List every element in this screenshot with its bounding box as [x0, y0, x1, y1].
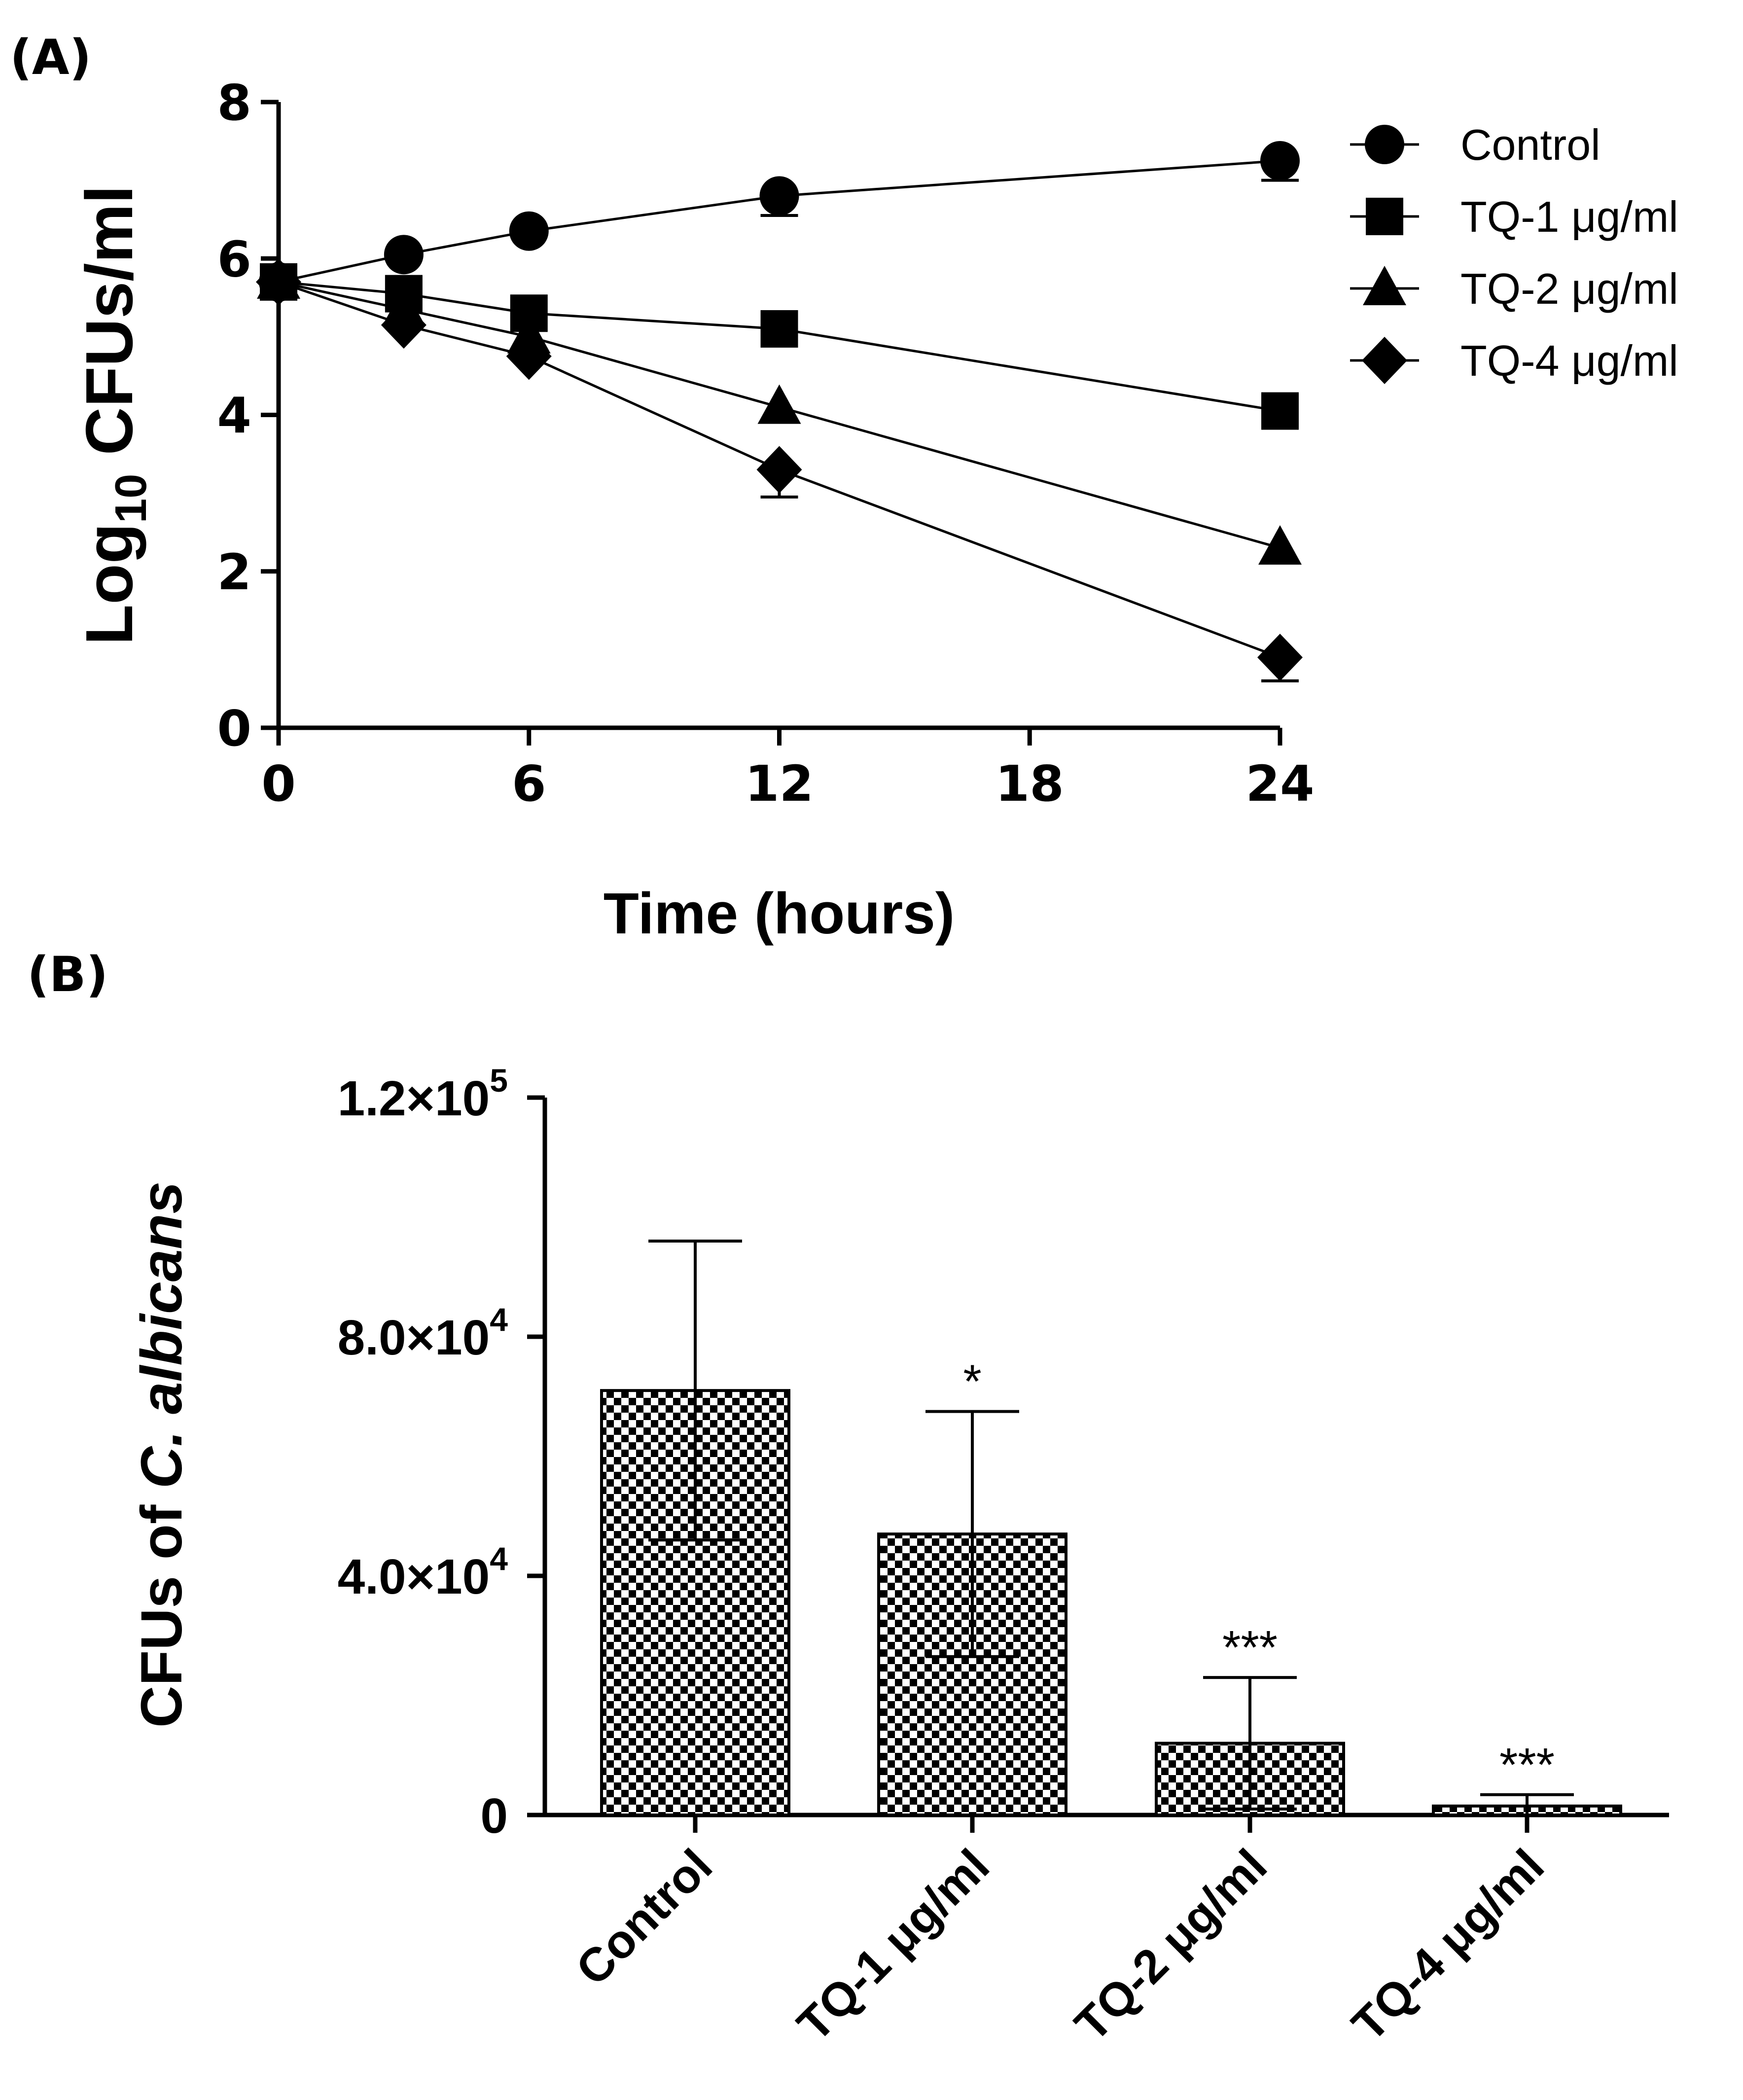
panel-a-legend-marker — [1362, 337, 1407, 384]
panel-a-legend-marker — [1365, 125, 1404, 164]
panel-b-y-tick-exponent: 4 — [490, 1540, 508, 1577]
panel-b-y-tick-exponent: 5 — [490, 1062, 508, 1099]
panel-a-legend-marker — [1366, 198, 1403, 235]
panel-a-x-tick-label: 24 — [1245, 755, 1314, 813]
panel-b-significance-marker: *** — [1499, 1739, 1555, 1791]
panel-a-y-title-rest: CFUs/ml — [72, 185, 146, 474]
panel-a-point — [757, 384, 801, 424]
panel-a-label: (A) — [10, 30, 91, 86]
panel-b-bar-group: *** TQ-4 μg/ml — [1342, 1739, 1622, 2051]
panel-b-category-label: TQ-1 μg/ml — [787, 1839, 999, 2051]
panel-b-y-tick-mantissa: 0 — [480, 1788, 508, 1844]
panel-a-legend-marker — [1363, 266, 1406, 305]
panel-a-y-tick-label: 4 — [217, 387, 251, 445]
panel-b-y-tick-mantissa: 1.2×10 — [338, 1071, 490, 1126]
panel-a-y-tick-label: 2 — [217, 543, 251, 601]
panel-b-y-tick-label: 4.0×104 — [338, 1540, 508, 1604]
panel-a-point — [1257, 634, 1303, 681]
panel-b-y-title-prefix: CFUs of — [129, 1489, 194, 1728]
panel-a-point — [1260, 141, 1300, 180]
panel-a-legend-label: TQ-1 μg/ml — [1460, 192, 1678, 241]
panel-a-point — [509, 211, 549, 251]
panel-b-bar-group: *** TQ-2 μg/ml — [1065, 1621, 1345, 2051]
panel-a-point — [760, 310, 798, 348]
panel-a-point — [1261, 392, 1299, 430]
panel-b-y-tick-label: 8.0×104 — [338, 1301, 508, 1365]
panel-a-y-axis-title: Log10 CFUs/ml — [72, 185, 156, 645]
panel-a-legend-label: TQ-2 μg/ml — [1460, 264, 1678, 313]
panel-a-x-tick-label: 0 — [261, 755, 296, 813]
panel-a-x-tick-label: 12 — [745, 755, 814, 813]
panel-b-y-tick-exponent: 4 — [490, 1301, 508, 1338]
panel-a-legend-label: Control — [1460, 120, 1601, 169]
panel-b-y-tick-label: 0 — [480, 1788, 508, 1844]
panel-a-series-triangle — [257, 259, 1302, 565]
panel-a-y-title-subscript: 10 — [107, 474, 156, 523]
panel-b-y-title-species: C. albicans — [129, 1181, 194, 1489]
panel-a-y-tick-label: 0 — [217, 700, 251, 757]
panel-b-y-tick-mantissa: 8.0×10 — [338, 1310, 490, 1365]
panel-a-point — [1258, 525, 1302, 565]
panel-a-x-tick-label: 6 — [512, 755, 546, 813]
panel-b-y-tick-mantissa: 4.0×10 — [338, 1549, 490, 1604]
panel-a-x-axis-title: Time (hours) — [604, 881, 955, 946]
panel-b-y-axis-title: CFUs of C. albicans — [129, 1181, 194, 1728]
panel-a-y-tick-label: 8 — [217, 74, 251, 132]
panel-a-y-tick-label: 6 — [217, 230, 251, 288]
panel-a-point — [759, 176, 799, 216]
panel-b-label: (B) — [27, 947, 108, 1003]
panel-b-bar-group: Control — [566, 1240, 790, 1995]
panel-b-significance-marker: * — [963, 1355, 981, 1408]
panel-b-category-label: TQ-4 μg/ml — [1342, 1839, 1554, 2051]
panel-b-significance-marker: *** — [1222, 1621, 1278, 1674]
panel-a-y-title-main: Log — [72, 523, 146, 645]
panel-a-series-diamond — [256, 258, 1303, 682]
panel-a-point — [756, 446, 802, 494]
panel-b-category-label: TQ-2 μg/ml — [1065, 1839, 1277, 2051]
panel-a-point — [384, 235, 424, 275]
panel-b-y-tick-label: 1.2×105 — [338, 1062, 508, 1126]
panel-b-bar-group: * TQ-1 μg/ml — [787, 1355, 1067, 2051]
panel-a-point — [256, 258, 301, 306]
panel-a-point — [381, 301, 427, 349]
panel-a-point — [506, 332, 552, 380]
panel-b-category-label: Control — [566, 1839, 722, 1995]
panel-a-legend-label: TQ-4 μg/ml — [1460, 336, 1678, 385]
panel-a-x-tick-label: 18 — [996, 755, 1064, 813]
